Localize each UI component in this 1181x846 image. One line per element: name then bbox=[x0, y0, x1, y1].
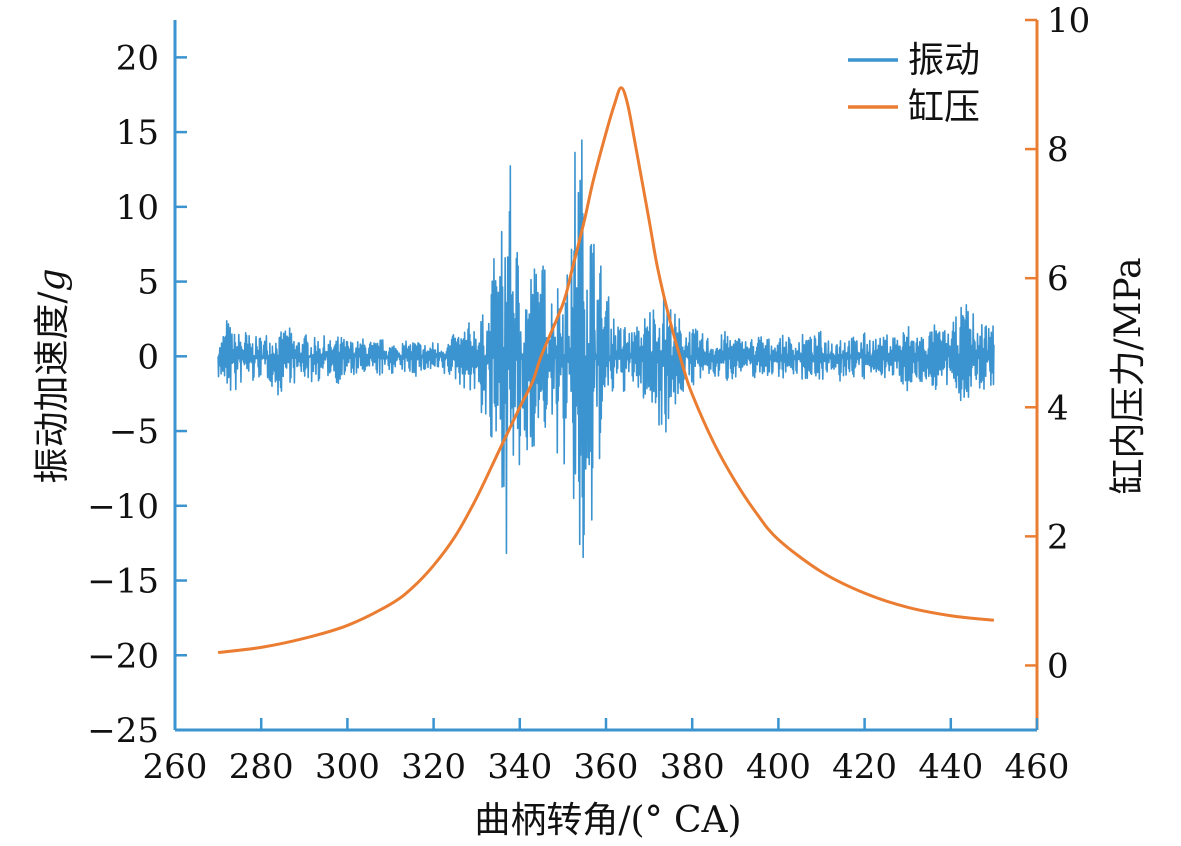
y-left-tick-label: −15 bbox=[87, 562, 159, 602]
series-pressure-line bbox=[217, 86, 995, 655]
legend: 振动 缸压 bbox=[848, 40, 980, 128]
y-left-tick-label: −5 bbox=[109, 412, 159, 452]
legend-label-pressure: 缸压 bbox=[908, 87, 980, 128]
plot-area: −25 −20 −15 −10 −5 0 5 10 15 20 0 2 4 6 8 10 260 280 300 32… bbox=[87, 1, 1090, 787]
x-tick-label: 420 bbox=[832, 747, 897, 787]
x-axis-title: 曲柄转角/(° CA) bbox=[474, 800, 741, 841]
y-left-tick-label: 20 bbox=[116, 38, 159, 78]
x-tick-label: 320 bbox=[401, 747, 466, 787]
x-tick-label: 300 bbox=[315, 747, 380, 787]
x-tick-label: 360 bbox=[574, 747, 639, 787]
y-left-tick-label: 0 bbox=[137, 337, 159, 377]
y-left-tick-label: 5 bbox=[137, 263, 159, 303]
y-axis-left-title: 振动加速度/g bbox=[32, 268, 73, 483]
x-tick-label: 440 bbox=[918, 747, 983, 787]
y-axis-left-title-text: 振动加速度/ bbox=[32, 291, 73, 484]
y-right-tick-label: 2 bbox=[1047, 517, 1069, 557]
series-vibration-line bbox=[217, 139, 995, 559]
y-axis-right-title: 缸内压力/MPa bbox=[1108, 257, 1149, 494]
x-tick-label: 340 bbox=[487, 747, 552, 787]
y-right-tick-label: 0 bbox=[1047, 646, 1069, 686]
y-left-tick-label: −20 bbox=[87, 636, 159, 676]
y-left-tick-label: −25 bbox=[87, 711, 159, 751]
y-right-tick-label: 10 bbox=[1047, 1, 1090, 41]
x-tick-label: 380 bbox=[660, 747, 725, 787]
y-right-tick-label: 8 bbox=[1047, 130, 1069, 170]
y-right-tick-label: 4 bbox=[1047, 388, 1069, 428]
y-axis-left-title-unit: g bbox=[32, 268, 73, 291]
legend-label-vibration: 振动 bbox=[908, 40, 980, 81]
x-tick-label: 260 bbox=[143, 747, 208, 787]
y-left-tick-label: 15 bbox=[116, 113, 159, 153]
x-tick-label: 280 bbox=[229, 747, 294, 787]
x-tick-label: 460 bbox=[1005, 747, 1070, 787]
x-tick-label: 400 bbox=[746, 747, 811, 787]
y-left-tick-label: 10 bbox=[116, 188, 159, 228]
y-left-tick-label: −10 bbox=[87, 487, 159, 527]
y-right-tick-label: 6 bbox=[1047, 259, 1069, 299]
